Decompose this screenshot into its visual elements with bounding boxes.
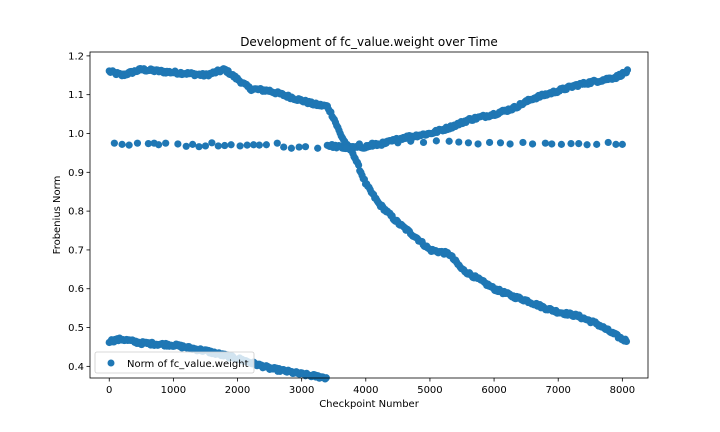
data-point [174, 140, 182, 148]
data-point [201, 142, 210, 150]
data-point [273, 139, 281, 147]
x-tick-label: 1000 [161, 385, 186, 396]
legend-marker [107, 359, 115, 367]
data-point [189, 140, 197, 148]
y-tick-label: 0.9 [68, 168, 84, 179]
data-point [394, 139, 402, 147]
x-tick-label: 8000 [610, 385, 635, 396]
y-tick-label: 0.6 [68, 284, 84, 295]
data-point [262, 141, 270, 149]
y-tick-label: 1.2 [68, 51, 84, 62]
data-point [368, 139, 376, 147]
data-point [622, 337, 631, 346]
data-point [155, 141, 163, 149]
x-tick-label: 7000 [545, 385, 570, 396]
data-points [105, 64, 632, 383]
data-point [118, 140, 126, 148]
data-point [519, 138, 527, 147]
data-point [133, 139, 142, 147]
legend-box [94, 351, 255, 374]
data-point [162, 139, 170, 147]
x-tick-label: 5000 [417, 385, 442, 396]
x-tick-label: 3000 [289, 385, 314, 396]
y-axis-ticks: 0.4 0.5 0.6 0.7 0.8 0.9 1.0 1.1 1.2 [68, 51, 90, 373]
data-point [432, 137, 440, 145]
data-point [381, 139, 389, 148]
data-point [249, 141, 258, 149]
data-point [419, 138, 428, 147]
y-tick-label: 0.7 [68, 245, 84, 256]
data-point [221, 141, 229, 150]
data-point [623, 66, 632, 74]
plot-frame [89, 51, 649, 379]
data-point [330, 142, 338, 150]
chart-title: Development of fc_value.weight over Time [240, 35, 498, 49]
y-tick-label: 0.5 [68, 323, 84, 334]
data-point [464, 139, 473, 147]
data-point [612, 140, 620, 148]
y-axis-label: Frobenius Norm [52, 176, 63, 255]
data-point [243, 141, 251, 149]
data-point [407, 137, 415, 145]
data-point [548, 140, 556, 148]
data-point [355, 161, 363, 169]
data-point [618, 140, 626, 148]
data-point [295, 143, 303, 151]
data-point [182, 142, 190, 150]
data-point [195, 143, 203, 151]
data-point [474, 140, 482, 148]
data-point [342, 144, 351, 152]
data-point [280, 143, 288, 151]
data-point [255, 141, 263, 149]
data-point [445, 137, 453, 145]
data-point [236, 142, 244, 150]
data-point [110, 139, 118, 147]
x-axis-ticks: 0 1000 2000 3000 4000 5000 6000 7000 8000 [106, 378, 635, 396]
data-point [567, 139, 575, 148]
data-point [485, 138, 494, 147]
data-point [355, 140, 363, 148]
data-point [496, 139, 505, 147]
y-tick-label: 0.8 [68, 207, 84, 218]
data-point [528, 140, 537, 148]
data-point [575, 139, 583, 148]
data-point [125, 141, 133, 149]
y-tick-label: 1.1 [68, 90, 84, 101]
data-point [227, 141, 235, 149]
x-tick-label: 2000 [225, 385, 250, 396]
x-tick-label: 6000 [481, 385, 506, 396]
data-point [541, 139, 549, 147]
x-axis-label: Checkpoint Number [319, 399, 420, 410]
data-point [506, 140, 514, 148]
data-point [557, 140, 566, 148]
legend-entry: Norm of fc_value.weight [127, 359, 249, 370]
data-point [583, 141, 591, 149]
y-tick-label: 1.0 [68, 129, 84, 140]
x-tick-label: 0 [106, 385, 112, 396]
data-point [314, 144, 322, 152]
y-tick-label: 0.4 [68, 362, 84, 373]
data-point [144, 139, 152, 148]
data-point [604, 138, 612, 147]
data-point [214, 142, 222, 150]
x-tick-label: 4000 [353, 385, 378, 396]
data-point [208, 139, 216, 147]
legend: Norm of fc_value.weight [94, 351, 255, 374]
data-point [593, 140, 601, 148]
data-point [455, 138, 463, 146]
data-point [287, 144, 295, 152]
data-point [301, 143, 310, 151]
